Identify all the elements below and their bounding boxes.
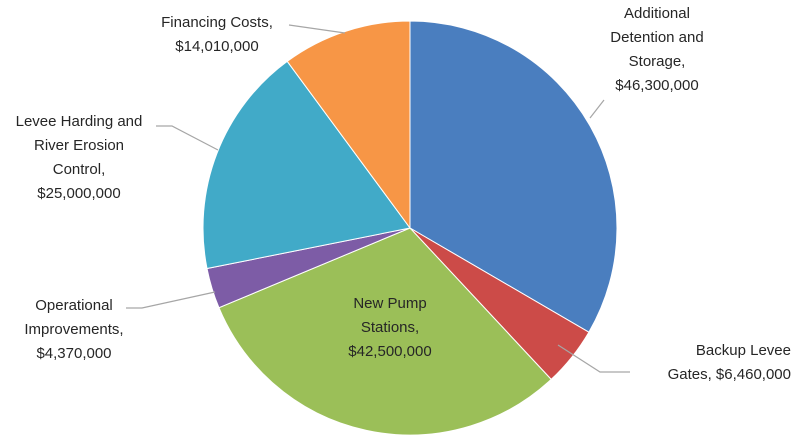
data-label-3-line-2: $4,370,000 (36, 345, 111, 362)
data-label-4: Levee Harding and River Erosion Control, $2… (16, 113, 143, 202)
data-label-0-line-0: Additional (624, 5, 690, 22)
data-label-4-line-0: Levee Harding and (16, 113, 143, 130)
data-label-3-line-1: Improvements, (24, 321, 123, 338)
pie-slices (202, 20, 618, 436)
leader-lines (126, 24, 630, 373)
leader-line-1 (557, 344, 630, 373)
data-label-2: New Pump Stations, $42,500,000 (348, 295, 431, 360)
pie-slice-4 (202, 60, 411, 270)
data-labels: Additional Detention and Storage, $46,300,0… (16, 5, 791, 383)
data-label-1-line-1: Gates, $6,460,000 (668, 366, 791, 383)
leader-line-3 (126, 291, 216, 309)
leader-line-5 (288, 24, 346, 34)
data-label-4-line-3: $25,000,000 (37, 185, 120, 202)
data-label-5: Financing Costs, $14,010,000 (161, 14, 273, 55)
data-label-3: Operational Improvements, $4,370,000 (24, 297, 123, 362)
data-label-2-line-2: $42,500,000 (348, 343, 431, 360)
leader-line-0 (589, 99, 605, 119)
data-label-4-line-1: River Erosion (34, 137, 124, 154)
pie-slice-2 (218, 227, 552, 436)
data-label-0-line-2: Storage, (629, 53, 686, 70)
pie-slice-0 (409, 20, 618, 333)
data-label-0-line-1: Detention and (610, 29, 703, 46)
data-label-5-line-0: Financing Costs, (161, 14, 273, 31)
data-label-1-line-0: Backup Levee (696, 342, 791, 359)
data-label-0: Additional Detention and Storage, $46,300,0… (610, 5, 703, 94)
leader-line-4 (156, 125, 219, 151)
data-label-0-line-3: $46,300,000 (615, 77, 698, 94)
pie-slice-5 (286, 20, 411, 230)
data-label-2-line-0: New Pump (353, 295, 426, 312)
data-label-1: Backup Levee Gates, $6,460,000 (668, 342, 791, 383)
data-label-5-line-1: $14,010,000 (175, 38, 258, 55)
data-label-3-line-0: Operational (35, 297, 113, 314)
data-label-4-line-2: Control, (53, 161, 106, 178)
data-label-2-line-1: Stations, (361, 319, 419, 336)
